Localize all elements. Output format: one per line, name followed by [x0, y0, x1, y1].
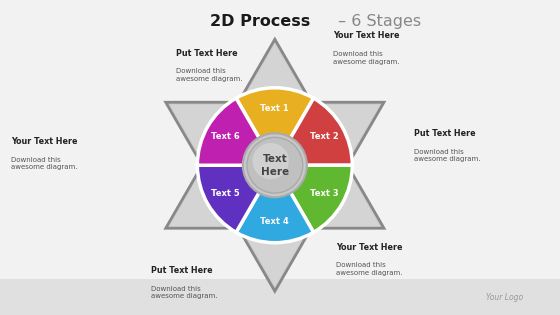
Text: – 6 Stages: – 6 Stages [333, 14, 421, 29]
Polygon shape [166, 39, 384, 228]
Text: Text 5: Text 5 [212, 189, 240, 198]
Text: Download this
awesome diagram.: Download this awesome diagram. [176, 68, 243, 82]
Circle shape [243, 133, 307, 197]
Text: Put Text Here: Put Text Here [414, 129, 476, 138]
Text: Download this
awesome diagram.: Download this awesome diagram. [11, 157, 78, 170]
Text: Download this
awesome diagram.: Download this awesome diagram. [333, 51, 400, 65]
Text: Put Text Here: Put Text Here [151, 266, 213, 275]
Text: Download this
awesome diagram.: Download this awesome diagram. [336, 262, 403, 276]
Text: Text 1: Text 1 [260, 104, 289, 113]
Polygon shape [169, 43, 381, 226]
Text: Put Text Here: Put Text Here [176, 49, 238, 58]
Wedge shape [197, 165, 261, 232]
Text: Text 3: Text 3 [310, 189, 338, 198]
Text: Your Text Here: Your Text Here [11, 137, 78, 146]
Polygon shape [169, 104, 381, 288]
Text: Your Logo: Your Logo [487, 293, 524, 302]
Wedge shape [197, 98, 261, 165]
Circle shape [247, 137, 303, 193]
Wedge shape [236, 88, 314, 141]
Text: Your Text Here: Your Text Here [336, 243, 403, 252]
Text: Text
Here: Text Here [261, 154, 289, 177]
Circle shape [253, 143, 289, 179]
Wedge shape [236, 189, 314, 243]
Wedge shape [289, 98, 352, 165]
Text: Text 2: Text 2 [310, 132, 338, 141]
Text: Text 4: Text 4 [260, 217, 289, 226]
Wedge shape [289, 165, 352, 232]
Text: Text 6: Text 6 [212, 132, 240, 141]
Polygon shape [166, 102, 384, 291]
Text: Your Text Here: Your Text Here [333, 32, 400, 41]
Text: Download this
awesome diagram.: Download this awesome diagram. [414, 149, 481, 163]
Text: 2D Process: 2D Process [210, 14, 310, 29]
Text: Download this
awesome diagram.: Download this awesome diagram. [151, 286, 218, 300]
